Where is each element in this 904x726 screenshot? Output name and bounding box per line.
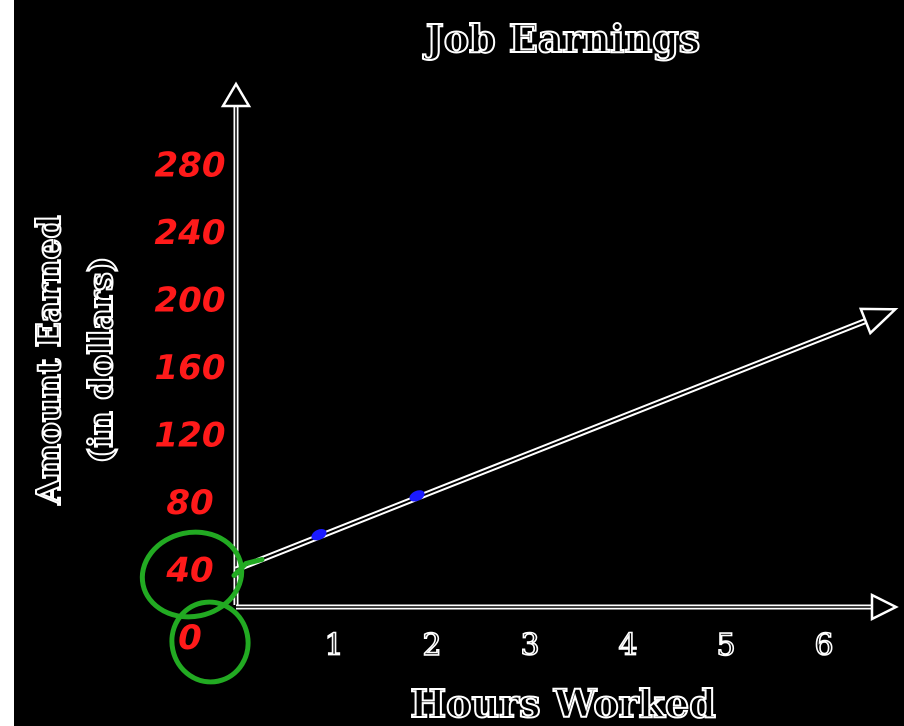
x-tick-label: 4 xyxy=(618,628,637,663)
series-line-inner xyxy=(235,317,874,571)
series-line-group xyxy=(231,307,899,578)
green-circle xyxy=(169,599,251,685)
green-circle xyxy=(139,529,245,620)
x-tick-label: 6 xyxy=(814,628,833,663)
highlight-point xyxy=(409,490,425,502)
x-tick-labels: 1 2 3 4 5 6 xyxy=(324,627,835,664)
green-start-mark xyxy=(231,557,265,578)
y-tick-labels: 0 40 80 120 160 200 240 280 xyxy=(155,146,226,659)
x-tick-label: 2 xyxy=(422,628,441,663)
y-tick-label: 120 xyxy=(155,416,226,456)
x-tick-label: 3 xyxy=(520,628,539,663)
series-arrow xyxy=(858,307,899,336)
x-tick-label: 1 xyxy=(324,628,343,663)
y-tick-label: 240 xyxy=(155,213,226,253)
x-tick-label: 5 xyxy=(716,628,735,663)
y-tick-label: 280 xyxy=(155,146,226,186)
y-axis-label: Amount Earned xyxy=(29,215,68,505)
y-tick-label: 0 xyxy=(178,618,202,658)
circled-annotations xyxy=(139,529,251,685)
y-axis-sublabel: (in dollars) xyxy=(81,257,120,464)
y-tick-label: 80 xyxy=(166,483,213,523)
highlighted-points xyxy=(311,490,425,541)
y-tick-label: 40 xyxy=(165,551,213,591)
y-tick-label: 200 xyxy=(155,281,226,321)
x-axis-label: Hours Worked xyxy=(410,681,716,726)
y-tick-label: 160 xyxy=(155,348,226,388)
chart-title: Job Earnings xyxy=(423,16,700,61)
y-axis-arrow xyxy=(220,81,252,108)
highlight-point xyxy=(311,529,327,541)
x-axis-arrow xyxy=(870,592,899,622)
